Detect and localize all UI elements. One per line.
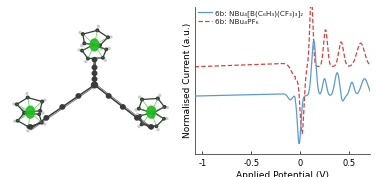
- Circle shape: [136, 113, 138, 115]
- Circle shape: [44, 99, 46, 101]
- Circle shape: [101, 48, 102, 50]
- Circle shape: [140, 123, 143, 126]
- Circle shape: [99, 44, 101, 47]
- Circle shape: [153, 111, 155, 113]
- Circle shape: [27, 130, 29, 132]
- Circle shape: [15, 103, 18, 106]
- Circle shape: [81, 49, 83, 52]
- Circle shape: [60, 105, 65, 109]
- Circle shape: [157, 129, 159, 131]
- Ellipse shape: [26, 106, 34, 118]
- Circle shape: [39, 110, 42, 112]
- Circle shape: [152, 116, 154, 118]
- Circle shape: [91, 82, 98, 88]
- Circle shape: [42, 112, 43, 114]
- Circle shape: [138, 125, 140, 127]
- Circle shape: [83, 42, 86, 45]
- Circle shape: [26, 93, 28, 94]
- Circle shape: [44, 116, 48, 120]
- Circle shape: [92, 40, 94, 42]
- Circle shape: [92, 65, 97, 70]
- Circle shape: [28, 125, 33, 129]
- Circle shape: [159, 94, 161, 96]
- Circle shape: [141, 98, 143, 101]
- Circle shape: [105, 48, 108, 51]
- Circle shape: [102, 57, 104, 59]
- Circle shape: [23, 111, 26, 114]
- Circle shape: [163, 118, 165, 120]
- Circle shape: [166, 118, 168, 119]
- Circle shape: [149, 125, 153, 129]
- Legend: 6b: NBu₄[B(C₆H₃)(CF₃)₃]₂, 6b: NBu₄PF₆: 6b: NBu₄[B(C₆H₃)(CF₃)₃]₂, 6b: NBu₄PF₆: [197, 9, 304, 25]
- Circle shape: [92, 44, 94, 46]
- Circle shape: [14, 120, 16, 122]
- Circle shape: [92, 58, 97, 62]
- Circle shape: [82, 33, 84, 35]
- Circle shape: [108, 47, 110, 49]
- Circle shape: [76, 94, 81, 98]
- Circle shape: [138, 107, 140, 110]
- Circle shape: [41, 111, 43, 113]
- Circle shape: [166, 107, 168, 108]
- Circle shape: [139, 96, 141, 98]
- Circle shape: [43, 123, 45, 125]
- Circle shape: [154, 107, 156, 109]
- X-axis label: Applied Potential (V): Applied Potential (V): [236, 171, 329, 177]
- Circle shape: [41, 100, 43, 103]
- Circle shape: [135, 116, 139, 120]
- Circle shape: [81, 45, 83, 46]
- Circle shape: [98, 25, 99, 27]
- Circle shape: [92, 71, 97, 75]
- Circle shape: [85, 61, 87, 62]
- Circle shape: [27, 126, 30, 128]
- Circle shape: [104, 59, 106, 61]
- Circle shape: [156, 97, 159, 100]
- Circle shape: [121, 105, 125, 109]
- Circle shape: [155, 125, 158, 127]
- Circle shape: [78, 49, 80, 51]
- Ellipse shape: [90, 39, 99, 51]
- Circle shape: [96, 29, 99, 32]
- Circle shape: [38, 113, 40, 115]
- Circle shape: [40, 122, 43, 124]
- Circle shape: [79, 32, 81, 34]
- Circle shape: [107, 94, 111, 98]
- Circle shape: [87, 57, 89, 60]
- Circle shape: [110, 36, 112, 38]
- Y-axis label: Normalised Current (a.u.): Normalised Current (a.u.): [183, 23, 192, 138]
- Circle shape: [92, 77, 97, 81]
- Circle shape: [135, 109, 137, 111]
- Circle shape: [22, 109, 23, 111]
- Circle shape: [22, 115, 24, 117]
- Circle shape: [107, 36, 109, 39]
- Ellipse shape: [147, 106, 155, 118]
- Circle shape: [163, 106, 166, 108]
- Circle shape: [139, 115, 141, 117]
- Circle shape: [23, 112, 26, 114]
- Circle shape: [151, 112, 154, 115]
- Circle shape: [16, 120, 19, 122]
- Circle shape: [13, 103, 15, 105]
- Circle shape: [26, 96, 29, 99]
